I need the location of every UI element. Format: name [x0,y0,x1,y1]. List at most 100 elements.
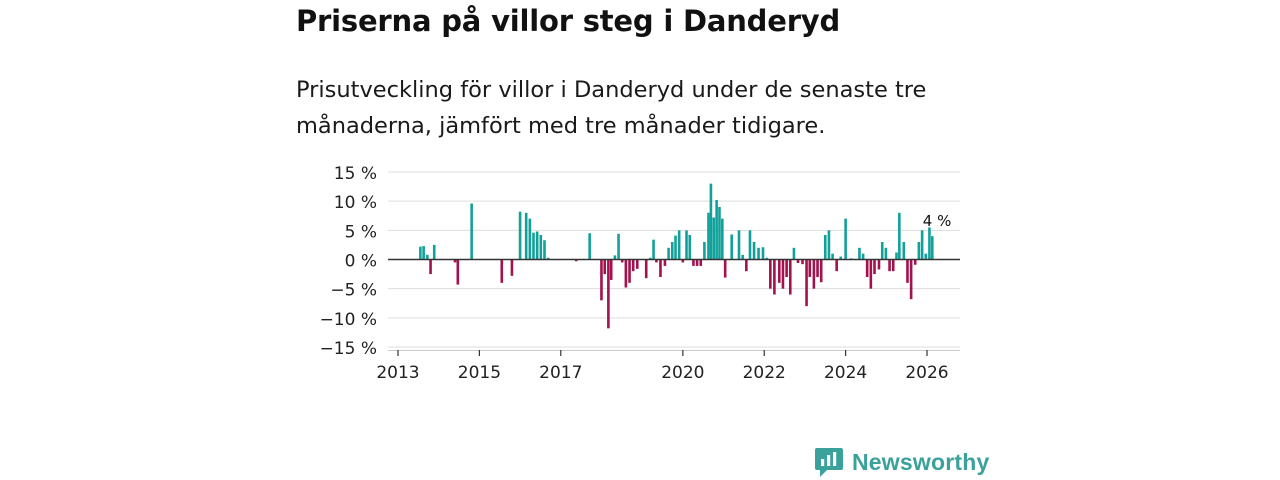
bar-negative [723,259,727,278]
bar-negative [877,259,881,270]
bar-positive [422,246,425,260]
bar-negative [873,259,876,275]
bar-positive [546,257,550,260]
bar-positive [898,212,901,260]
x-tick-label: 2017 [539,363,582,383]
bar-positive [884,247,888,260]
bar-positive [613,255,617,260]
bar-positive [524,212,528,260]
x-tick-label: 2020 [661,363,704,383]
bar-positive [928,227,931,260]
bar-negative [888,259,891,272]
bar-positive [685,230,688,260]
bar-negative [510,259,514,276]
bar-positive [761,247,765,260]
bar-negative [453,259,457,263]
bar-positive [895,252,898,260]
bar-positive [902,242,906,260]
bar-negative [631,259,635,272]
bar-negative [913,259,917,265]
bar-positive [712,217,716,260]
x-tick-label: 2022 [743,363,786,383]
bar-positive [677,230,681,260]
bar-positive [839,256,843,260]
bar-positive [792,247,796,260]
y-tick-label: 0 % [345,252,377,272]
bar-negative [801,259,804,265]
y-tick-label: −10 % [320,310,377,330]
bar-positive [688,235,692,260]
x-axis: 2013 2015 2017 2020 2022 2024 2026 [376,350,960,383]
bar-negative [796,259,800,263]
bar-negative [773,259,776,295]
bar-positive [528,218,532,260]
bar-negative [620,259,624,263]
bar-negative [906,259,909,283]
x-tick-label: 2015 [458,363,501,383]
bar-negative [659,259,662,277]
bar-negative [663,259,667,266]
bar-positive [924,253,928,260]
bar-positive [861,253,865,260]
bar-positive [588,233,591,260]
bar-positive [823,235,827,260]
bar-positive [432,244,436,260]
bar-negative [644,259,648,279]
bar-negative [681,259,685,263]
bar-negative [456,259,460,285]
bar-positive [667,247,670,260]
bar-positive [831,253,834,260]
bar-negative [600,259,603,301]
bar-positive [737,230,741,260]
bar-negative [695,259,699,266]
bar-positive [765,257,768,260]
last-value-label: 4 % [923,212,952,230]
bar-negative [745,259,748,272]
newsworthy-logo[interactable]: Newsworthy [814,446,989,478]
bar-positive [703,242,706,260]
bar-positive [757,247,760,260]
bar-negative [603,259,607,275]
bar-negative [500,259,504,283]
bars [419,183,934,329]
bar-positive [518,211,522,260]
y-tick-label: −5 % [330,281,377,301]
bar-positive [652,239,655,260]
bar-positive [535,231,539,260]
bar-negative [909,259,913,300]
bar-negative [655,259,658,263]
bar-negative [699,259,703,266]
brand-name: Newsworthy [852,448,990,475]
chart-subtitle: Prisutveckling för villor i Danderyd und… [296,77,927,139]
bar-positive [470,203,473,260]
bar-positive [721,218,724,260]
bar-negative [607,259,610,329]
gridlines [388,171,960,348]
bar-positive [718,207,721,260]
annotations: 4 % [923,212,952,230]
bar-positive [426,254,429,260]
chart-title: Priserna på villor steg i Danderyd [296,4,841,38]
bar-negative [769,259,772,289]
y-tick-label: −15 % [320,339,377,359]
x-tick-label: 2013 [376,363,419,383]
bar-positive [543,240,546,260]
y-axis-ticks: 15 % 10 % 5 % 0 % −5 % −10 % −15 % [320,164,377,359]
y-tick-label: 15 % [334,164,377,184]
bar-positive [741,254,744,260]
bar-negative [574,259,578,262]
bar-positive [419,246,422,260]
bar-negative [865,259,869,277]
bar-positive [930,236,934,260]
bar-positive [844,218,847,260]
newsworthy-logo-icon [815,448,843,477]
bar-negative [624,259,628,288]
bar-positive [670,242,674,260]
bar-positive [858,247,861,260]
bar-negative [819,259,823,283]
x-tick-label: 2024 [824,363,867,383]
bar-positive [707,212,710,260]
bar-negative [785,259,788,277]
bar-positive [827,230,831,260]
